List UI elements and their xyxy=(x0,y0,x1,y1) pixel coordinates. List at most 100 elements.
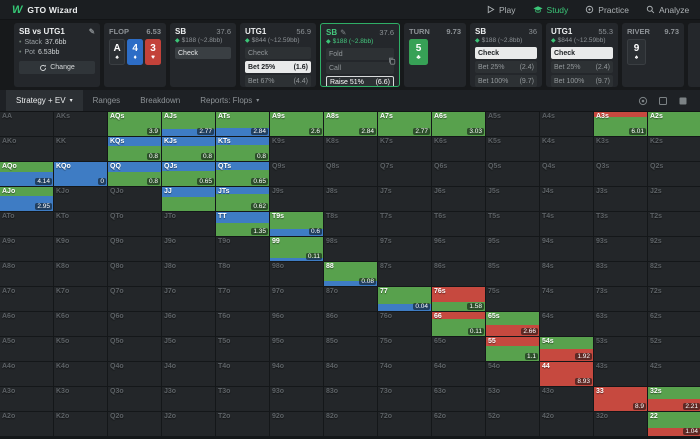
hand-cell-Q8o[interactable]: Q8o xyxy=(108,262,161,286)
hand-cell-98o[interactable]: 98o xyxy=(270,262,323,286)
hand-cell-JTs[interactable]: JTs 0.62 xyxy=(216,187,269,211)
hand-cell-T7o[interactable]: T7o xyxy=(216,287,269,311)
hand-cell-75o[interactable]: 75o xyxy=(378,337,431,361)
hand-cell-J9o[interactable]: J9o xyxy=(162,237,215,261)
hand-cell-Q7o[interactable]: Q7o xyxy=(108,287,161,311)
hand-cell-K9s[interactable]: K9s xyxy=(270,137,323,161)
action-bet-67[interactable]: Bet 67% (4.4) xyxy=(245,75,311,87)
hand-cell-42o[interactable]: 42o xyxy=(540,412,593,436)
hand-cell-Q3s[interactable]: Q3s xyxy=(594,162,647,186)
action-call[interactable]: Call xyxy=(326,62,394,74)
hand-cell-KQs[interactable]: KQs 0.8 xyxy=(108,137,161,161)
hand-cell-54s[interactable]: 54s 1.92 xyxy=(540,337,593,361)
hand-cell-92s[interactable]: 92s xyxy=(648,237,700,261)
hand-cell-AKo[interactable]: AKo xyxy=(0,137,53,161)
hand-cell-T6s[interactable]: T6s xyxy=(432,212,485,236)
nav-item-play[interactable]: Play xyxy=(486,5,516,15)
hand-cell-KQo[interactable]: KQo 0 xyxy=(54,162,107,186)
hand-cell-K6o[interactable]: K6o xyxy=(54,312,107,336)
hand-cell-QTo[interactable]: QTo xyxy=(108,212,161,236)
hand-cell-J6s[interactable]: J6s xyxy=(432,187,485,211)
hand-cell-J8s[interactable]: J8s xyxy=(324,187,377,211)
action-check[interactable]: Check xyxy=(475,47,537,59)
hand-cell-Q5s[interactable]: Q5s xyxy=(486,162,539,186)
hand-cell-A9s[interactable]: A9s 2.6 xyxy=(270,112,323,136)
hand-cell-QJs[interactable]: QJs 0.65 xyxy=(162,162,215,186)
hand-cell-Q7s[interactable]: Q7s xyxy=(378,162,431,186)
hand-cell-K3s[interactable]: K3s xyxy=(594,137,647,161)
hand-cell-KTs[interactable]: KTs 0.8 xyxy=(216,137,269,161)
nav-item-analyze[interactable]: Analyze xyxy=(646,5,689,15)
action-bet-25[interactable]: Bet 25% (1.6) xyxy=(245,61,311,73)
hand-cell-T3s[interactable]: T3s xyxy=(594,212,647,236)
hand-cell-A2s[interactable]: A2s xyxy=(648,112,700,136)
hand-cell-J5s[interactable]: J5s xyxy=(486,187,539,211)
nav-item-practice[interactable]: Practice xyxy=(585,5,629,15)
hand-cell-K4o[interactable]: K4o xyxy=(54,362,107,386)
hand-cell-Q4o[interactable]: Q4o xyxy=(108,362,161,386)
action-fold[interactable]: Fold xyxy=(326,48,394,60)
hand-cell-74o[interactable]: 74o xyxy=(378,362,431,386)
hand-cell-A8o[interactable]: A8o xyxy=(0,262,53,286)
hand-cell-Q2o[interactable]: Q2o xyxy=(108,412,161,436)
hand-cell-T5o[interactable]: T5o xyxy=(216,337,269,361)
hand-cell-32s[interactable]: 32s 2.21 xyxy=(648,387,700,411)
hand-cell-33[interactable]: 33 8.9 xyxy=(594,387,647,411)
hand-cell-A3s[interactable]: A3s 6.01 xyxy=(594,112,647,136)
hand-cell-73o[interactable]: 73o xyxy=(378,387,431,411)
hand-cell-AA[interactable]: AA xyxy=(0,112,53,136)
pencil-icon[interactable]: ✎ xyxy=(340,28,347,37)
hand-cell-82o[interactable]: 82o xyxy=(324,412,377,436)
hand-cell-J2o[interactable]: J2o xyxy=(162,412,215,436)
hand-cell-97o[interactable]: 97o xyxy=(270,287,323,311)
hand-cell-AJo[interactable]: AJo 2.95 xyxy=(0,187,53,211)
hand-cell-94o[interactable]: 94o xyxy=(270,362,323,386)
hand-cell-T8o[interactable]: T8o xyxy=(216,262,269,286)
hand-cell-Q5o[interactable]: Q5o xyxy=(108,337,161,361)
hand-cell-K7o[interactable]: K7o xyxy=(54,287,107,311)
hand-cell-77[interactable]: 77 0.04 xyxy=(378,287,431,311)
hand-cell-Q9o[interactable]: Q9o xyxy=(108,237,161,261)
hand-cell-Q2s[interactable]: Q2s xyxy=(648,162,700,186)
hand-cell-JJ[interactable]: JJ xyxy=(162,187,215,211)
hand-cell-72o[interactable]: 72o xyxy=(378,412,431,436)
hand-cell-T9o[interactable]: T9o xyxy=(216,237,269,261)
hand-cell-43s[interactable]: 43s xyxy=(594,362,647,386)
hand-cell-88[interactable]: 88 0.08 xyxy=(324,262,377,286)
hand-cell-Q8s[interactable]: Q8s xyxy=(324,162,377,186)
hand-cell-95o[interactable]: 95o xyxy=(270,337,323,361)
tab-ranges[interactable]: Ranges xyxy=(83,90,131,111)
hand-cell-98s[interactable]: 98s xyxy=(324,237,377,261)
hand-cell-AJs[interactable]: AJs 2.77 xyxy=(162,112,215,136)
hand-cell-K7s[interactable]: K7s xyxy=(378,137,431,161)
hand-cell-J8o[interactable]: J8o xyxy=(162,262,215,286)
hand-cell-J6o[interactable]: J6o xyxy=(162,312,215,336)
hand-cell-43o[interactable]: 43o xyxy=(540,387,593,411)
hand-cell-52o[interactable]: 52o xyxy=(486,412,539,436)
hand-cell-65o[interactable]: 65o xyxy=(432,337,485,361)
square-filled-icon[interactable] xyxy=(678,96,688,106)
hand-cell-KK[interactable]: KK xyxy=(54,137,107,161)
hand-cell-J4s[interactable]: J4s xyxy=(540,187,593,211)
copy-icon[interactable] xyxy=(388,52,396,70)
hand-cell-85s[interactable]: 85s xyxy=(486,262,539,286)
hand-cell-T2s[interactable]: T2s xyxy=(648,212,700,236)
hand-cell-J3s[interactable]: J3s xyxy=(594,187,647,211)
hand-cell-K5s[interactable]: K5s xyxy=(486,137,539,161)
hand-cell-AQo[interactable]: AQo 4.14 xyxy=(0,162,53,186)
hand-cell-97s[interactable]: 97s xyxy=(378,237,431,261)
hand-cell-A4s[interactable]: A4s xyxy=(540,112,593,136)
action-check[interactable]: Check xyxy=(175,47,231,59)
hand-cell-J7o[interactable]: J7o xyxy=(162,287,215,311)
hand-cell-54o[interactable]: 54o xyxy=(486,362,539,386)
tab-strategy-ev[interactable]: Strategy + EV ▾ xyxy=(6,90,83,111)
hand-cell-QJo[interactable]: QJo xyxy=(108,187,161,211)
hand-cell-44[interactable]: 44 8.93 xyxy=(540,362,593,386)
nav-item-study[interactable]: Study xyxy=(532,5,568,15)
action-bet-25[interactable]: Bet 25% (2.4) xyxy=(551,61,613,73)
action-bet-100[interactable]: Bet 100% (9.7) xyxy=(475,75,537,87)
hand-cell-62o[interactable]: 62o xyxy=(432,412,485,436)
hand-cell-76o[interactable]: 76o xyxy=(378,312,431,336)
action-raise-51[interactable]: Raise 51% (6.6) xyxy=(326,76,394,86)
hand-cell-J7s[interactable]: J7s xyxy=(378,187,431,211)
